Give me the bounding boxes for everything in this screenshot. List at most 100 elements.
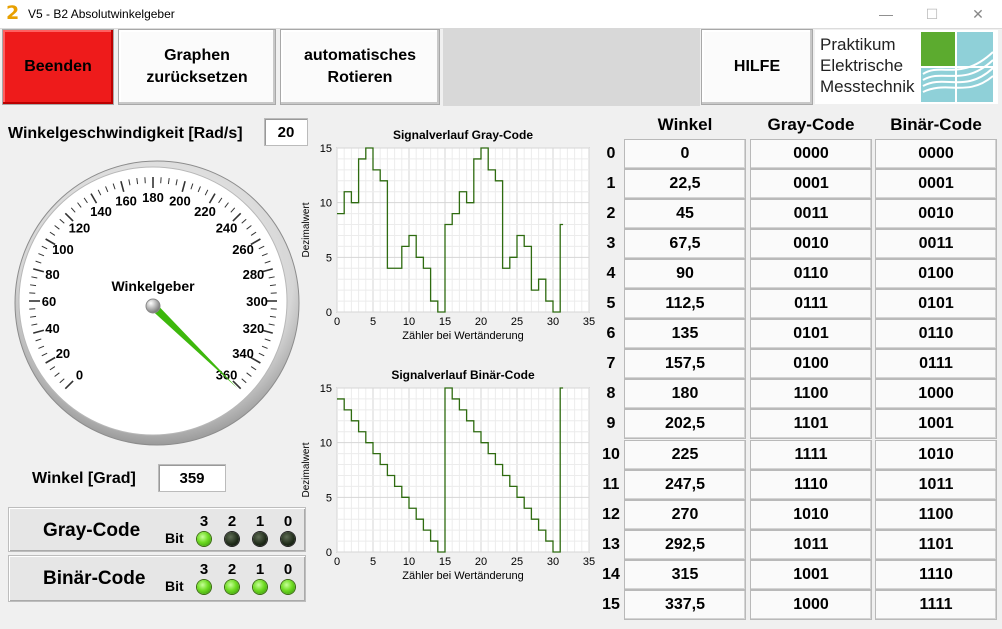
logo-line-1: Praktikum — [820, 35, 896, 54]
table-row-index: 8 — [606, 385, 616, 403]
gauge-tick — [59, 218, 65, 224]
col-header-gray: Gray-Code — [767, 115, 855, 134]
table-cell-binary: 0010 — [875, 199, 997, 230]
gauge-tick — [29, 315, 37, 318]
y-tick-label: 10 — [320, 438, 332, 450]
gauge-tick — [261, 329, 273, 334]
gauge-tick — [33, 268, 45, 273]
gauge-tick — [175, 179, 178, 186]
table-cell-binary: 1000 — [875, 379, 997, 410]
gauge-tick — [90, 193, 98, 204]
minimize-icon[interactable]: — — [879, 6, 893, 22]
title-bar: 2 V5 - B2 Absolutwinkelgeber — ☐ ✕ — [0, 0, 1002, 29]
gauge-tick — [45, 238, 56, 246]
y-axis-label: Dezimalwert — [301, 202, 312, 257]
x-tick-label: 25 — [511, 556, 523, 568]
x-tick-label: 0 — [334, 556, 340, 568]
gauge-tick — [70, 207, 76, 213]
gauge-tick — [120, 181, 125, 193]
x-tick-label: 20 — [475, 556, 487, 568]
binary-bit-1-led — [253, 580, 267, 594]
gauge-tick — [190, 183, 194, 190]
table-cell-binary: 0110 — [875, 319, 997, 350]
maximize-icon[interactable]: ☐ — [925, 6, 939, 22]
gauge-tick — [136, 177, 139, 185]
gray-bit-3-led — [197, 532, 211, 546]
gauge-tick — [261, 253, 268, 257]
gray-bit-0-led — [281, 532, 295, 546]
col-header-binary: Binär-Code — [890, 115, 982, 134]
gauge-tick-label: 320 — [243, 321, 265, 336]
table-row-index: 14 — [602, 565, 620, 583]
gauge-tick — [232, 380, 242, 390]
gauge-tick — [54, 225, 60, 230]
gauge-tick — [268, 323, 275, 326]
gray-code-panel: Gray-Code Bit 3 2 1 0 — [8, 507, 306, 552]
chart-title: Signalverlauf Binär-Code — [391, 368, 535, 382]
table-cell-binary: 1100 — [875, 499, 997, 530]
x-tick-label: 35 — [583, 556, 595, 568]
gray-bit-label: Bit — [165, 530, 184, 546]
reset-graphs-button[interactable]: Graphen zurücksetzen — [118, 29, 276, 105]
speed-label: Winkelgeschwindigkeit [Rad/s] — [8, 125, 243, 142]
binary-bit-num: 1 — [255, 561, 265, 578]
table-row-index: 9 — [606, 415, 616, 433]
gauge-tick-label: 180 — [142, 190, 164, 205]
gauge-tick — [250, 231, 257, 236]
y-tick-label: 5 — [326, 252, 332, 264]
table-cell-gray: 0101 — [750, 319, 872, 350]
gauge-tick — [35, 338, 42, 342]
gauge-tick — [83, 197, 88, 204]
gauge-needle — [150, 303, 238, 389]
gauge-tick — [59, 378, 65, 384]
gauge-tick — [264, 338, 271, 342]
gauge-tick — [224, 202, 229, 208]
table-row-index: 7 — [606, 355, 616, 373]
gauge-tick — [250, 366, 257, 371]
table-cell-binary: 1110 — [875, 559, 997, 590]
gauge-tick — [31, 276, 38, 279]
gauge-tick — [35, 260, 42, 264]
y-tick-label: 0 — [326, 307, 332, 319]
gauge-tick — [232, 212, 242, 222]
x-tick-label: 30 — [547, 316, 559, 328]
speed-input[interactable]: 20 — [264, 118, 308, 146]
x-tick-label: 20 — [475, 316, 487, 328]
institute-logo-icon — [921, 32, 994, 102]
table-cell-angle: 202,5 — [624, 409, 746, 440]
table-cell-gray: 1101 — [750, 409, 872, 440]
y-tick-label: 15 — [320, 383, 332, 395]
gauge-tick — [31, 323, 38, 326]
table-cell-angle: 247,5 — [624, 469, 746, 500]
gray-code-title: Gray-Code — [43, 520, 141, 541]
table-cell-angle: 22,5 — [624, 169, 746, 200]
logo-line-3: Messtechnik — [820, 77, 915, 96]
gauge-tick — [246, 372, 252, 377]
table-cell-binary: 0001 — [875, 169, 997, 200]
quit-button[interactable]: Beenden — [2, 29, 114, 105]
gauge-tick — [250, 238, 261, 246]
gauge-tick — [261, 268, 273, 273]
gauge-tick — [77, 202, 82, 208]
gray-bit-num: 0 — [283, 513, 293, 530]
x-tick-label: 5 — [370, 556, 376, 568]
gauge-hub — [145, 298, 161, 314]
table-cell-angle: 90 — [624, 259, 746, 290]
series-line — [337, 387, 564, 553]
close-icon[interactable]: ✕ — [972, 6, 984, 22]
gauge-tick — [49, 366, 56, 371]
gauge-tick-label: 20 — [56, 346, 70, 361]
table-cell-gray: 0100 — [750, 349, 872, 380]
table-cell-gray: 0001 — [750, 169, 872, 200]
table-cell-binary: 0011 — [875, 229, 997, 260]
gauge-tick-label: 100 — [52, 242, 74, 257]
gauge-tick — [264, 260, 271, 264]
table-cell-gray: 1111 — [750, 439, 872, 470]
table-cell-angle: 112,5 — [624, 289, 746, 320]
gauge-tick-label: 280 — [243, 267, 265, 282]
auto-rotate-button[interactable]: automatisches Rotieren — [280, 29, 440, 105]
gauge-tick-label: 0 — [76, 368, 83, 383]
help-button[interactable]: HILFE — [701, 29, 813, 105]
table-cell-angle: 292,5 — [624, 529, 746, 560]
table-cell-angle: 157,5 — [624, 349, 746, 380]
